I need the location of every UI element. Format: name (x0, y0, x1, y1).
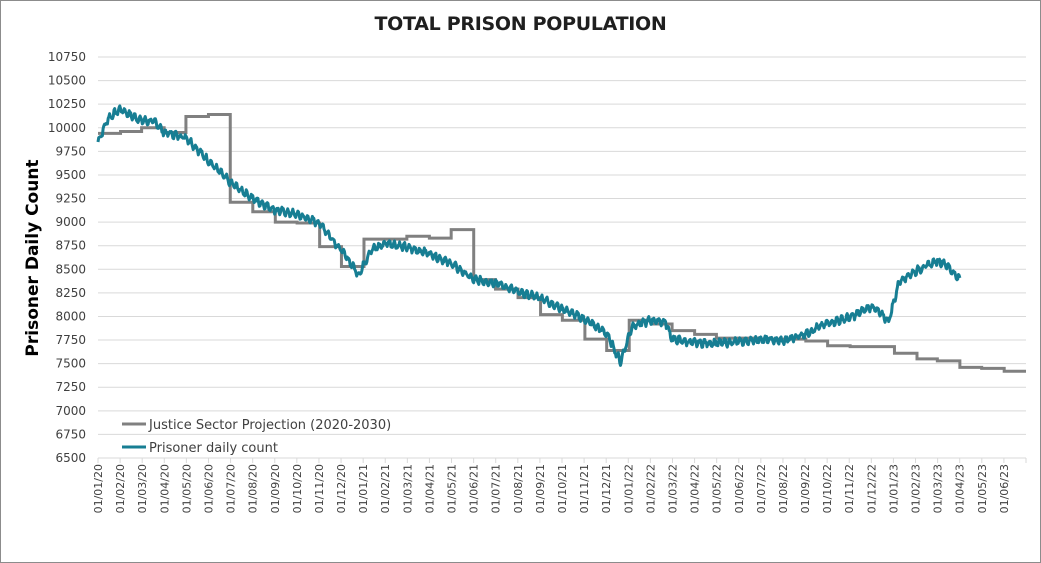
x-tick-label: 01/03/23 (932, 464, 945, 513)
y-tick-label: 9000 (55, 215, 86, 229)
y-tick-label: 9500 (55, 168, 86, 182)
x-tick-label: 01/02/21 (379, 464, 392, 513)
x-tick-label: 01/01/23 (887, 464, 900, 513)
x-tick-label: 01/09/20 (269, 464, 282, 513)
y-tick-label: 7000 (55, 404, 86, 418)
y-tick-label: 8250 (55, 286, 86, 300)
y-tick-label: 10250 (48, 97, 86, 111)
x-tick-label: 01/10/22 (821, 464, 834, 513)
x-tick-label: 01/10/21 (556, 464, 569, 513)
y-tick-label: 7750 (55, 333, 86, 347)
x-tick-label: 01/07/20 (225, 464, 238, 513)
x-tick-label: 01/01/22 (622, 464, 635, 513)
x-tick-label: 01/03/22 (666, 464, 679, 513)
x-tick-label: 01/09/22 (799, 464, 812, 513)
x-tick-label: 01/12/22 (865, 464, 878, 513)
y-tick-label: 10500 (48, 74, 86, 88)
x-tick-label: 01/01/20 (92, 464, 105, 513)
y-tick-label: 8750 (55, 239, 86, 253)
x-tick-label: 01/06/21 (468, 464, 481, 513)
x-tick-label: 01/04/23 (954, 464, 967, 513)
x-tick-label: 01/06/20 (202, 464, 215, 513)
x-tick-label: 01/05/21 (446, 464, 459, 513)
x-tick-label: 01/02/20 (114, 464, 127, 513)
x-tick-label: 01/11/20 (313, 464, 326, 513)
legend-label-projection: Justice Sector Projection (2020-2030) (148, 418, 391, 433)
x-tick-label: 01/03/20 (136, 464, 149, 513)
y-tick-label: 8000 (55, 309, 86, 323)
x-axis: 01/01/20 01/02/20 01/03/20 01/04/20 01/05/20… (92, 457, 1027, 513)
series-line-projection (98, 113, 1026, 373)
series-group (96, 104, 1026, 373)
y-tick-label: 8500 (55, 262, 86, 276)
x-tick-label: 01/07/22 (755, 464, 768, 513)
y-tick-label: 9250 (55, 192, 86, 206)
x-tick-label: 01/04/21 (423, 464, 436, 513)
x-tick-label: 01/08/20 (247, 464, 260, 513)
y-tick-label: 6500 (55, 451, 86, 465)
y-axis-ticks: 6500 6750 7000 7250 7500 7750 8000 8250 8500 8750… (48, 50, 86, 465)
y-tick-label: 10000 (48, 121, 86, 135)
x-tick-label: 01/05/22 (711, 464, 724, 513)
x-tick-label: 01/05/23 (976, 464, 989, 513)
x-tick-label: 01/08/21 (512, 464, 525, 513)
legend-label-daily: Prisoner daily count (149, 441, 278, 456)
series-line-daily-count (96, 104, 962, 367)
x-tick-label: 01/10/20 (291, 464, 304, 513)
chart-title: TOTAL PRISON POPULATION (374, 13, 667, 35)
x-tick-label: 01/04/22 (689, 464, 702, 513)
x-tick-label: 01/02/23 (910, 464, 923, 513)
x-tick-label: 01/08/22 (777, 464, 790, 513)
x-tick-label: 01/06/22 (733, 464, 746, 513)
x-tick-label: 01/12/21 (600, 464, 613, 513)
x-tick-label: 01/04/20 (158, 464, 171, 513)
gridlines (98, 56, 1026, 435)
y-tick-label: 6750 (55, 427, 86, 441)
y-tick-label: 7500 (55, 357, 86, 371)
x-tick-label: 01/02/22 (644, 464, 657, 513)
y-tick-label: 10750 (48, 50, 86, 64)
x-tick-label: 01/12/20 (335, 464, 348, 513)
x-tick-label: 01/09/21 (534, 464, 547, 513)
x-tick-label: 01/07/21 (490, 464, 503, 513)
x-tick-label: 01/11/21 (578, 464, 591, 513)
x-tick-label: 01/11/22 (843, 464, 856, 513)
legend: Justice Sector Projection (2020-2030) Pr… (122, 418, 391, 456)
x-tick-label: 01/05/20 (180, 464, 193, 513)
x-tick-label: 01/06/23 (998, 464, 1011, 513)
y-tick-label: 7250 (55, 380, 86, 394)
x-tick-label: 01/03/21 (401, 464, 414, 513)
x-tick-label: 01/01/21 (357, 464, 370, 513)
y-tick-label: 9750 (55, 144, 86, 158)
